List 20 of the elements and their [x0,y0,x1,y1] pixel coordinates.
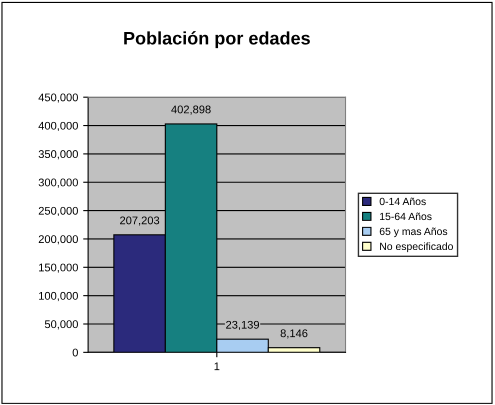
data-label: 207,203 [120,216,160,226]
y-tick-label: 200,000 [38,235,78,244]
data-label: 8,146 [280,329,308,339]
data-label: 23,139 [226,320,260,330]
y-tick-label: 400,000 [38,122,78,131]
y-tick-label: 150,000 [39,264,78,273]
data-label: 402,898 [171,106,211,115]
y-tick-label: 100,000 [39,292,78,302]
legend-label: No especificado [380,242,453,252]
y-tick-label: 250,000 [38,206,78,216]
y-tick-label: 450,000 [38,93,78,103]
legend-label: 0-14 Años [380,198,426,206]
legend-label: 65 y mas Años [380,228,448,238]
y-tick-label: 50,000 [44,320,78,330]
legend-label: 15-64 Años [380,212,432,220]
y-tick-label: 300,000 [38,178,78,188]
chart-title: Población por edades [124,31,310,48]
y-tick-label: 350,000 [38,150,78,160]
x-tick-label: 1 [214,362,220,370]
y-tick-label: 0 [72,348,78,356]
